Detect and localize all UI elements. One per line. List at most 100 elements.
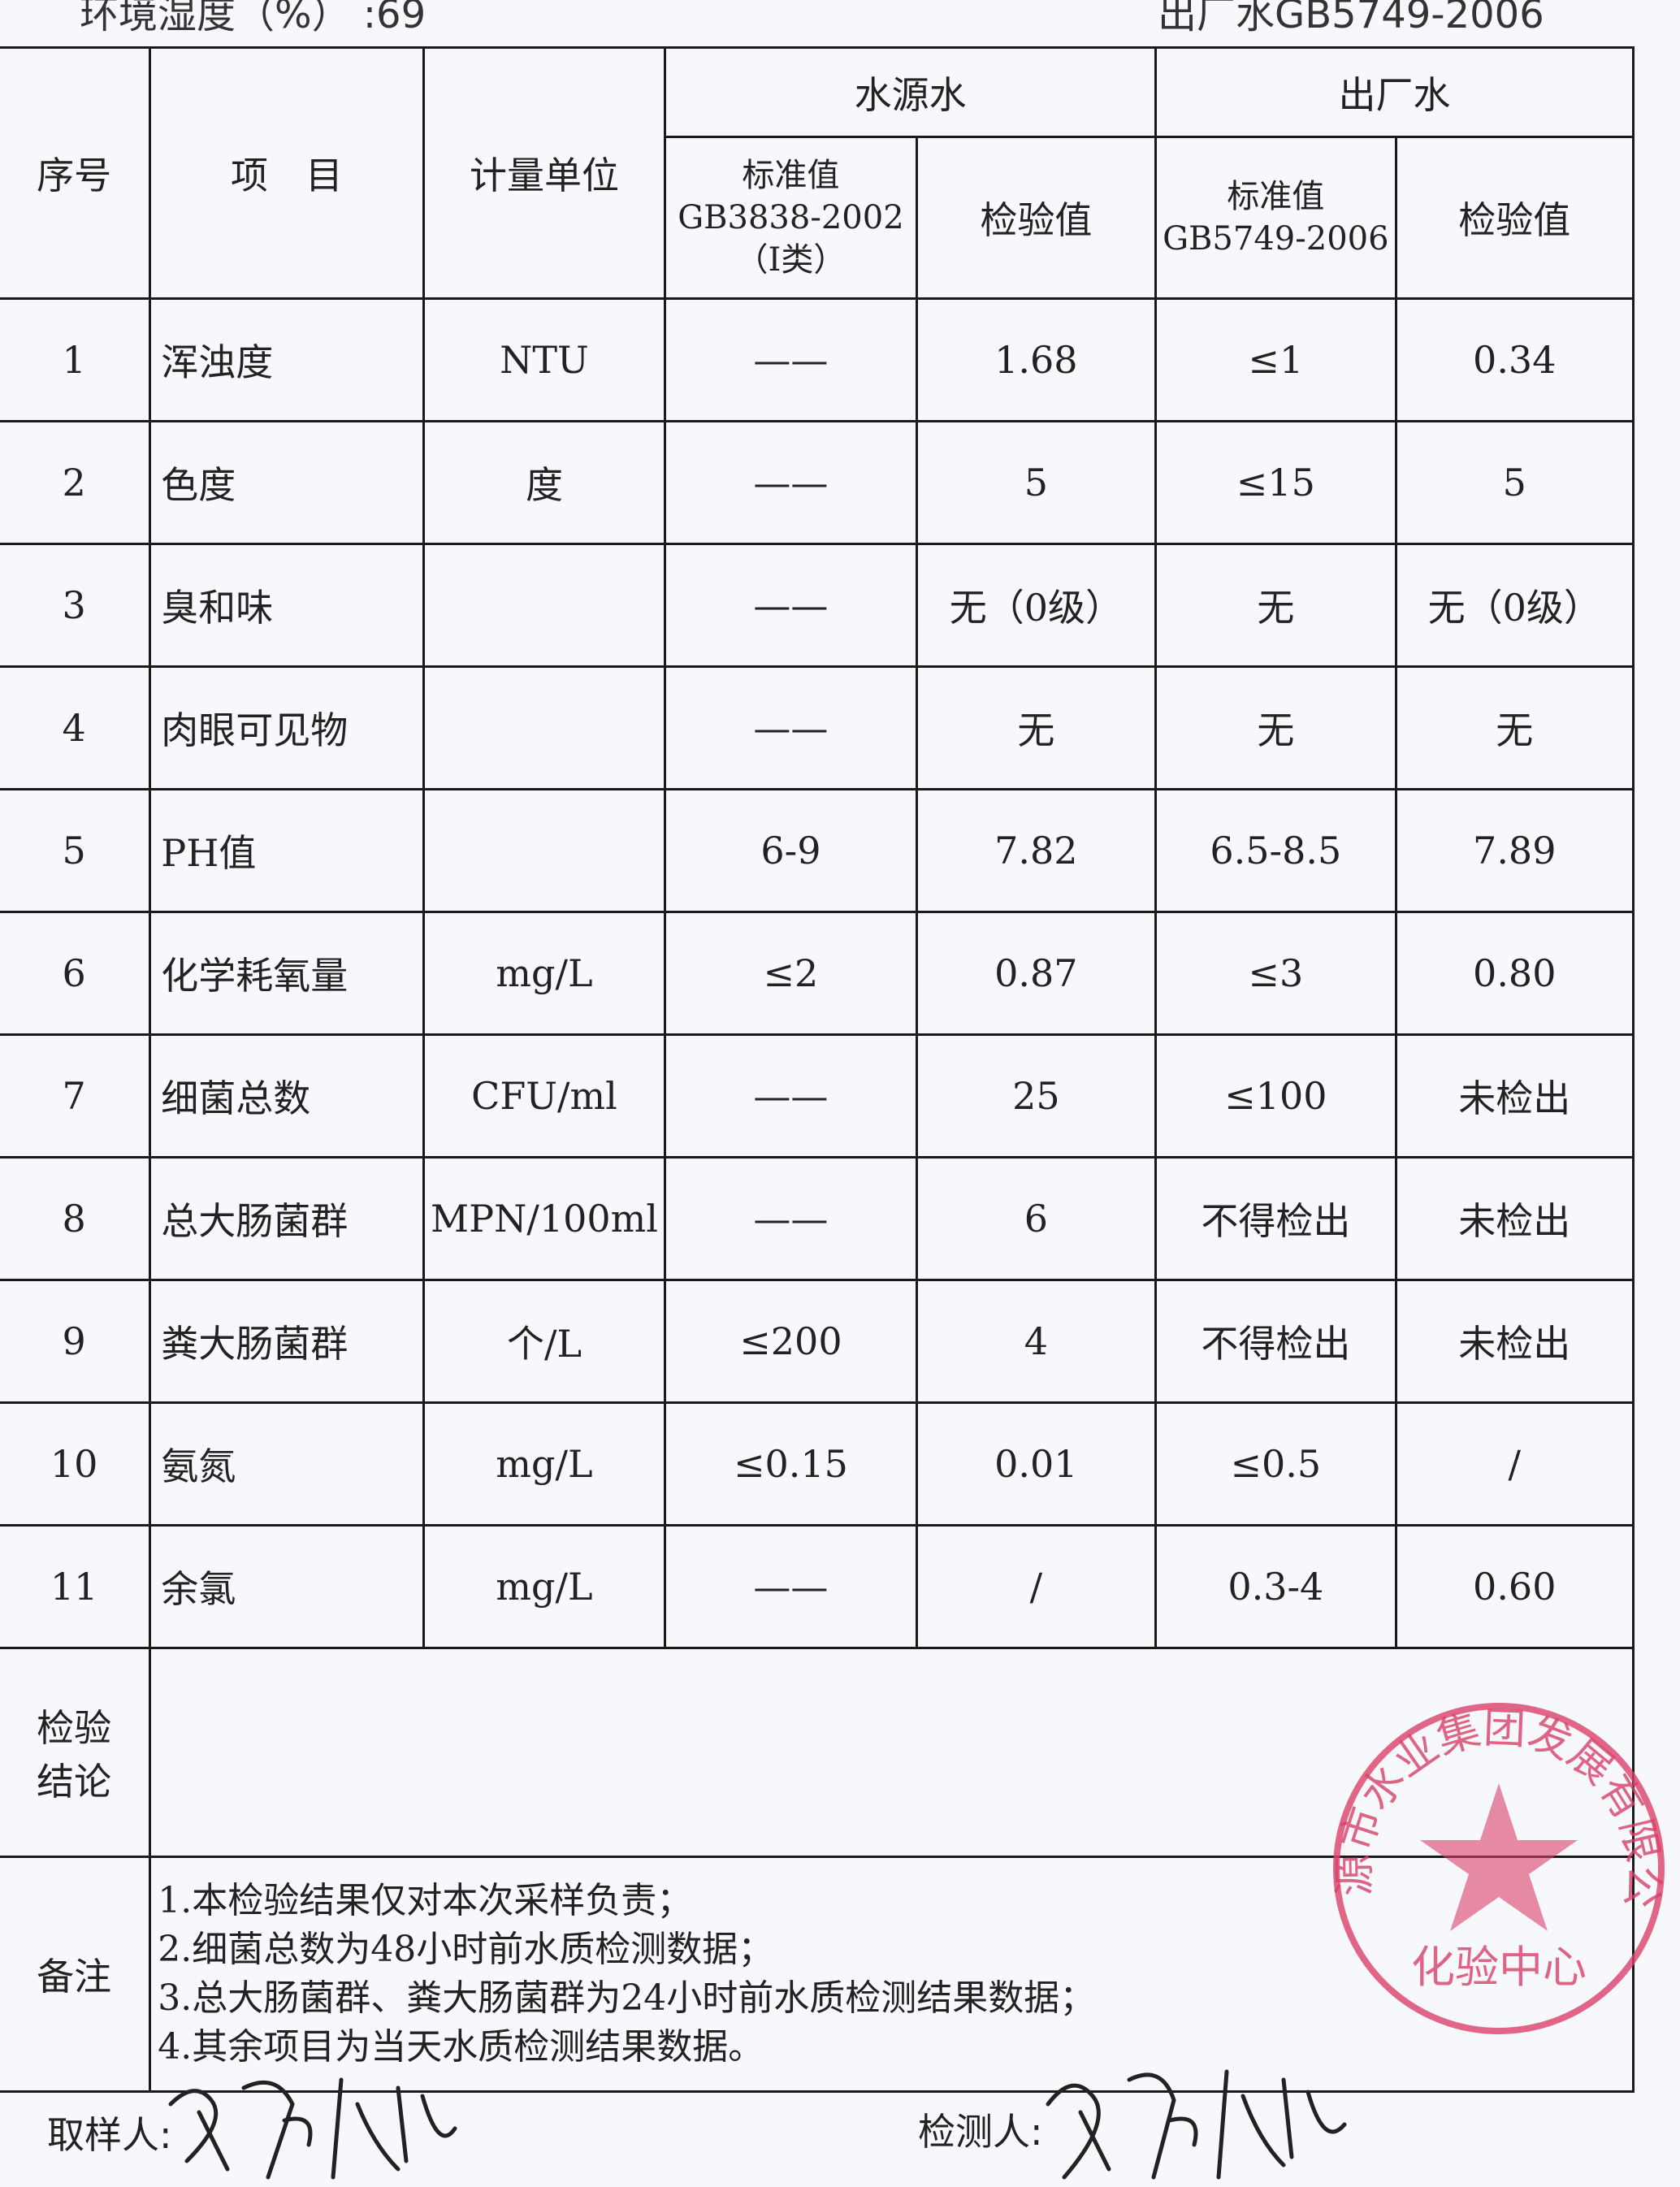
header-plant-value: 检验值 [1394,136,1635,300]
cell-unit [422,665,667,790]
table-row: 2 色度度 —— 5 ≤15 5 [0,420,1635,545]
cell-plant-val: 0.60 [1394,1524,1635,1649]
cell-no: 4 [0,665,152,790]
conclusion-value [149,1647,1635,1858]
cell-item: 细菌总数 [149,1033,425,1158]
header-plant-water: 出厂水 [1154,46,1635,138]
cell-item: 氨氮 [149,1401,425,1527]
header-item: 项 目 [149,46,425,300]
cell-item: 化学耗氧量 [149,911,425,1036]
cell-item: 色度 [149,420,425,545]
cell-plant-std: ≤15 [1154,420,1397,545]
cell-plant-val: 5 [1394,420,1635,545]
cell-item: 余氯 [149,1524,425,1649]
table-row: 3 臭和味 —— 无（0级）无无（0级） [0,543,1635,668]
cell-plant-std: ≤100 [1154,1033,1397,1158]
company-stamp: 源市水业集团发展有限公司 化验中心 [1324,1694,1669,2034]
cell-plant-std: ≤3 [1154,911,1397,1036]
cell-item: 粪大肠菌群 [149,1279,425,1404]
sampler-signature [168,2077,457,2180]
cell-item: 浑浊度 [149,297,425,422]
header-unit: 计量单位 [422,46,667,300]
cell-unit [422,543,667,668]
cell-plant-std: 不得检出 [1154,1279,1397,1404]
cell-src-std: —— [664,1156,918,1281]
table-row: 5 PH值 6-9 7.82 6.5-8.5 7.89 [0,788,1635,913]
standard-reference: 出厂水GB5749-2006 [1158,0,1544,37]
cell-src-std: ≤200 [664,1279,918,1404]
cell-unit: 度 [422,420,667,545]
cell-unit: mg/L [422,911,667,1036]
cell-src-std: —— [664,543,918,668]
cell-plant-val: 未检出 [1394,1279,1635,1404]
cell-src-val: 无 [915,665,1158,790]
cell-no: 1 [0,297,152,422]
cell-no: 7 [0,1033,152,1158]
label: 标准值 [742,157,840,194]
cell-no: 2 [0,420,152,545]
table-row: 1 浑浊度 NTU —— 1.68 ≤1 0.34 [0,297,1635,422]
cell-plant-std: 0.3-4 [1154,1524,1397,1649]
table-row: 7 细菌总数 CFU/ml —— 25 ≤100 未检出 [0,1033,1635,1158]
cell-plant-val: 7.89 [1394,788,1635,913]
cell-src-std: ≤2 [664,911,918,1036]
cell-src-val: 1.68 [915,297,1158,422]
conclusion-label: 检验 结论 [0,1647,152,1858]
cell-plant-val: / [1394,1401,1635,1527]
cell-item: 臭和味 [149,543,425,668]
remark-item: 1.本检验结果仅对本次采样负责； [158,1880,693,1921]
stamp-text-inner: 化验中心 [1411,1942,1587,1993]
cell-plant-std: 6.5-8.5 [1154,788,1397,913]
cell-plant-val: 0.34 [1394,297,1635,422]
sampler-label: 取样人: [47,2113,172,2157]
humidity-label: 环境湿度（%） :69 [80,0,426,37]
cell-item: 总大肠菌群 [149,1156,425,1281]
label: （Ⅰ类） [735,241,846,279]
header-source-value: 检验值 [915,136,1158,300]
cell-unit [422,788,667,913]
cell-plant-std: 无 [1154,665,1397,790]
cell-item: PH值 [149,788,425,913]
label: 结论 [37,1760,112,1804]
cell-src-std: ≤0.15 [664,1401,918,1527]
cell-plant-val: 未检出 [1394,1156,1635,1281]
label: GB3838-2002 [678,199,904,236]
cell-unit: mg/L [422,1524,667,1649]
cell-src-val: / [915,1524,1158,1649]
remarks-list: 1.本检验结果仅对本次采样负责； 2.细菌总数为48小时前水质检测数据； 3.总… [149,1856,1635,2093]
remarks-label: 备注 [0,1856,152,2093]
cell-no: 8 [0,1156,152,1281]
header-source-standard: 标准值 GB3838-2002 （Ⅰ类） [664,136,918,300]
cell-src-val: 5 [915,420,1158,545]
tester-label: 检测人: [918,2110,1043,2154]
table-row: 8 总大肠菌群 MPN/100ml —— 6 不得检出 未检出 [0,1156,1635,1281]
tester-signature [1046,2069,1347,2180]
remark-item: 3.总大肠菌群、粪大肠菌群为24小时前水质检测结果数据； [158,1977,1096,2019]
cell-no: 11 [0,1524,152,1649]
cell-plant-std: ≤0.5 [1154,1401,1397,1527]
cell-src-std: —— [664,1033,918,1158]
cell-src-val: 0.87 [915,911,1158,1036]
label: GB5749-2006 [1163,220,1389,258]
cell-src-val: 6 [915,1156,1158,1281]
cell-no: 3 [0,543,152,668]
header-seq: 序号 [0,46,152,300]
label: 标准值 [1227,178,1325,215]
cell-no: 6 [0,911,152,1036]
cell-plant-std: 无 [1154,543,1397,668]
cell-src-val: 4 [915,1279,1158,1404]
cell-src-std: —— [664,297,918,422]
cell-unit: 个/L [422,1279,667,1404]
cell-src-val: 0.01 [915,1401,1158,1527]
cell-plant-std: 不得检出 [1154,1156,1397,1281]
cell-src-val: 25 [915,1033,1158,1158]
cell-src-val: 无（0级） [915,543,1158,668]
cell-plant-val: 未检出 [1394,1033,1635,1158]
table-row: 4 肉眼可见物 —— 无无无 [0,665,1635,790]
header-source-water: 水源水 [664,46,1158,138]
cell-src-std: —— [664,420,918,545]
cell-src-val: 7.82 [915,788,1158,913]
cell-src-std: —— [664,665,918,790]
cell-plant-val: 0.80 [1394,911,1635,1036]
remark-item: 4.其余项目为当天水质检测结果数据。 [158,2026,764,2068]
